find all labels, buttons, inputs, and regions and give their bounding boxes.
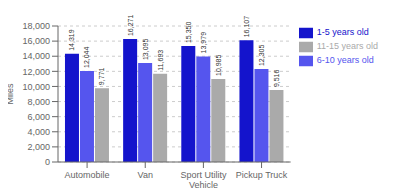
svg-text:10,985: 10,985 bbox=[215, 54, 222, 76]
svg-text:11,693: 11,693 bbox=[157, 50, 164, 71]
svg-text:9,771: 9,771 bbox=[98, 68, 105, 86]
svg-text:16,000: 16,000 bbox=[22, 36, 50, 46]
svg-text:6,000: 6,000 bbox=[27, 112, 50, 122]
svg-text:Automobile: Automobile bbox=[65, 170, 110, 180]
svg-text:12,000: 12,000 bbox=[22, 67, 50, 77]
svg-text:14,319: 14,319 bbox=[68, 29, 75, 51]
svg-text:18,000: 18,000 bbox=[22, 21, 50, 31]
svg-text:8,000: 8,000 bbox=[27, 97, 50, 107]
svg-text:13,095: 13,095 bbox=[142, 39, 149, 61]
svg-text:12,305: 12,305 bbox=[258, 45, 265, 67]
svg-text:12,044: 12,044 bbox=[83, 46, 90, 68]
svg-text:Miles: Miles bbox=[8, 83, 15, 105]
svg-text:15,350: 15,350 bbox=[185, 22, 192, 44]
svg-text:4,000: 4,000 bbox=[27, 127, 50, 137]
html-text:6-10 years old: 6-10 years old bbox=[316, 55, 374, 66]
svg-text:0: 0 bbox=[45, 157, 50, 167]
html-text:1-5 years old: 1-5 years old bbox=[316, 27, 369, 38]
svg-text:2,000: 2,000 bbox=[27, 142, 50, 152]
svg-text:13,979: 13,979 bbox=[200, 32, 207, 54]
svg-text:Van: Van bbox=[138, 170, 153, 180]
svg-text:Pickup Truck: Pickup Truck bbox=[236, 170, 288, 180]
svg-text:10,000: 10,000 bbox=[22, 82, 50, 92]
html-text:11-15 years old: 11-15 years old bbox=[316, 41, 378, 52]
svg-text:9,516: 9,516 bbox=[273, 69, 280, 87]
svg-text:Sport UtilityVehicle: Sport UtilityVehicle bbox=[180, 170, 227, 188]
svg-text:16,271: 16,271 bbox=[127, 15, 134, 37]
svg-text:16,107: 16,107 bbox=[243, 16, 250, 38]
svg-text:14,000: 14,000 bbox=[22, 51, 50, 61]
